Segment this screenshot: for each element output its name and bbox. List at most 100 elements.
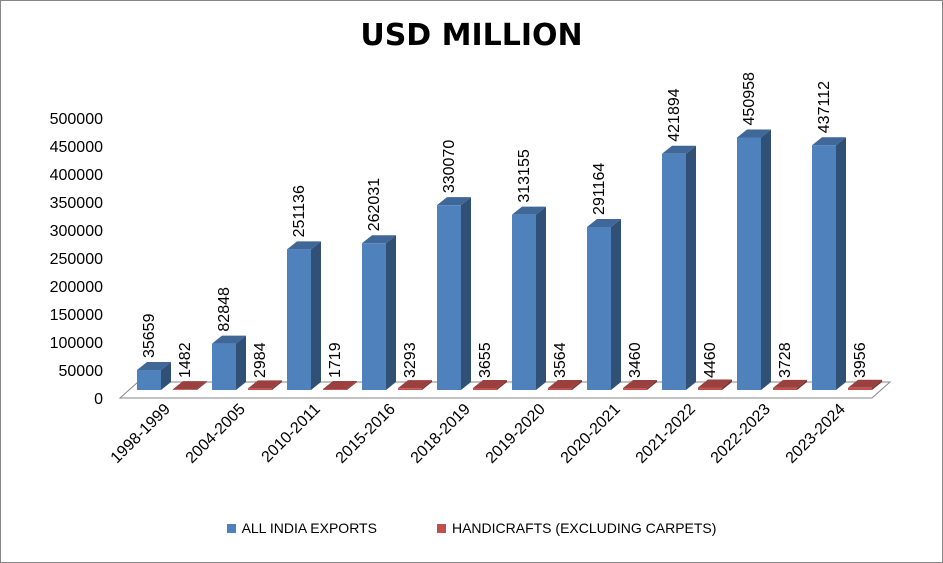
bar-top	[437, 197, 471, 206]
bar-top	[548, 380, 582, 389]
bar-front	[398, 388, 422, 390]
bar-front	[812, 145, 836, 390]
data-label: 291164	[591, 163, 608, 215]
bar-handicrafts	[473, 379, 507, 390]
y-tick-label: 450000	[50, 139, 103, 156]
bar-handicrafts	[548, 380, 582, 390]
bar-front	[698, 387, 722, 390]
x-tick-label: 2010-2011	[259, 401, 324, 466]
bar-all-india-exports	[137, 362, 171, 390]
data-label: 330070	[441, 140, 458, 193]
bar-top	[248, 380, 282, 389]
data-label: 1719	[327, 342, 344, 378]
x-tick-label: 2022-2023	[708, 401, 774, 467]
bar-front	[587, 226, 611, 390]
data-label: 313155	[516, 149, 533, 202]
data-label: 450958	[741, 72, 758, 125]
bar-handicrafts	[248, 380, 282, 390]
data-label: 3655	[477, 342, 494, 378]
data-label: 262031	[366, 178, 383, 231]
x-tick-label: 2018-2019	[408, 401, 474, 467]
x-tick-label: 2015-2016	[333, 401, 399, 467]
bar-side	[572, 380, 582, 390]
legend-item-series-2: HANDICRAFTS (EXCLUDING CARPETS)	[436, 520, 716, 536]
bar-top	[662, 145, 696, 154]
bar-front	[662, 153, 686, 390]
bar-top	[698, 379, 732, 388]
bar-front	[623, 388, 647, 390]
bar-front	[773, 387, 797, 390]
x-tick-label: 1998-1999	[108, 401, 174, 467]
bar-side	[422, 380, 432, 390]
legend-swatch-series-2	[436, 523, 446, 533]
bar-top	[812, 137, 846, 146]
bar-handicrafts	[398, 380, 432, 390]
bar-side	[347, 381, 357, 390]
bar-all-india-exports	[287, 241, 321, 390]
bar-side	[272, 380, 282, 390]
bar-all-india-exports	[512, 206, 546, 390]
y-tick-label: 350000	[50, 195, 103, 212]
chart-title: USD MILLION	[360, 18, 583, 53]
x-axis: 1998-1999 2004-2005 2010-2011 2015-2016 2018…	[108, 401, 849, 467]
bars	[137, 129, 882, 391]
bar-front	[473, 387, 497, 390]
data-label: 437112	[816, 81, 833, 133]
y-tick-label: 50000	[59, 363, 104, 380]
bar-front	[212, 343, 236, 390]
legend-label-series-1: ALL INDIA EXPORTS	[241, 520, 377, 536]
bar-top	[173, 381, 207, 390]
bar-front	[248, 388, 272, 390]
bar-all-india-exports	[437, 197, 471, 390]
bar-all-india-exports	[812, 137, 846, 390]
y-tick-label: 200000	[50, 279, 103, 296]
bar-side	[461, 197, 471, 390]
bar-top	[398, 380, 432, 389]
y-tick-label: 100000	[50, 335, 103, 352]
bar-top	[212, 335, 246, 344]
x-tick-label: 2021-2022	[633, 401, 699, 467]
bar-side	[761, 129, 771, 391]
bar-handicrafts	[773, 379, 807, 390]
data-label: 3956	[852, 342, 869, 378]
x-tick-label: 2020-2021	[558, 401, 624, 467]
data-label: 1482	[177, 342, 194, 378]
bar-all-india-exports	[662, 145, 696, 390]
bar-front	[848, 387, 872, 390]
bar-all-india-exports	[212, 335, 246, 390]
y-tick-label: 150000	[50, 307, 103, 324]
bar-front	[437, 205, 461, 390]
bar-front	[548, 388, 572, 390]
bar-front	[362, 243, 386, 390]
bar-top	[473, 379, 507, 388]
bar-all-india-exports	[737, 129, 771, 391]
bar-side	[236, 335, 246, 390]
bar-side	[872, 379, 882, 390]
bar-top	[287, 241, 321, 250]
data-label: 35659	[141, 313, 158, 358]
data-label: 251136	[291, 185, 308, 237]
legend-swatch-series-1	[226, 523, 236, 533]
bar-top	[848, 379, 882, 388]
x-tick-label: 2004-2005	[183, 401, 249, 467]
bar-side	[611, 218, 621, 390]
data-label: 421894	[666, 88, 683, 141]
bar-top	[737, 129, 771, 138]
bar-top	[137, 362, 171, 371]
bar-top	[323, 381, 357, 390]
bar-top	[512, 206, 546, 215]
data-label: 3460	[627, 342, 644, 378]
bar-top	[773, 379, 807, 388]
bar-handicrafts	[323, 381, 357, 390]
bar-front	[137, 370, 161, 390]
y-tick-label: 500000	[50, 111, 103, 128]
bar-side	[311, 241, 321, 390]
y-tick-label: 0	[94, 391, 103, 408]
bar-side	[722, 379, 732, 390]
bar-top	[587, 218, 621, 227]
bar-side	[647, 380, 657, 390]
bar-front	[173, 389, 197, 390]
bar-handicrafts	[848, 379, 882, 390]
x-tick-label: 2019-2020	[483, 401, 549, 467]
